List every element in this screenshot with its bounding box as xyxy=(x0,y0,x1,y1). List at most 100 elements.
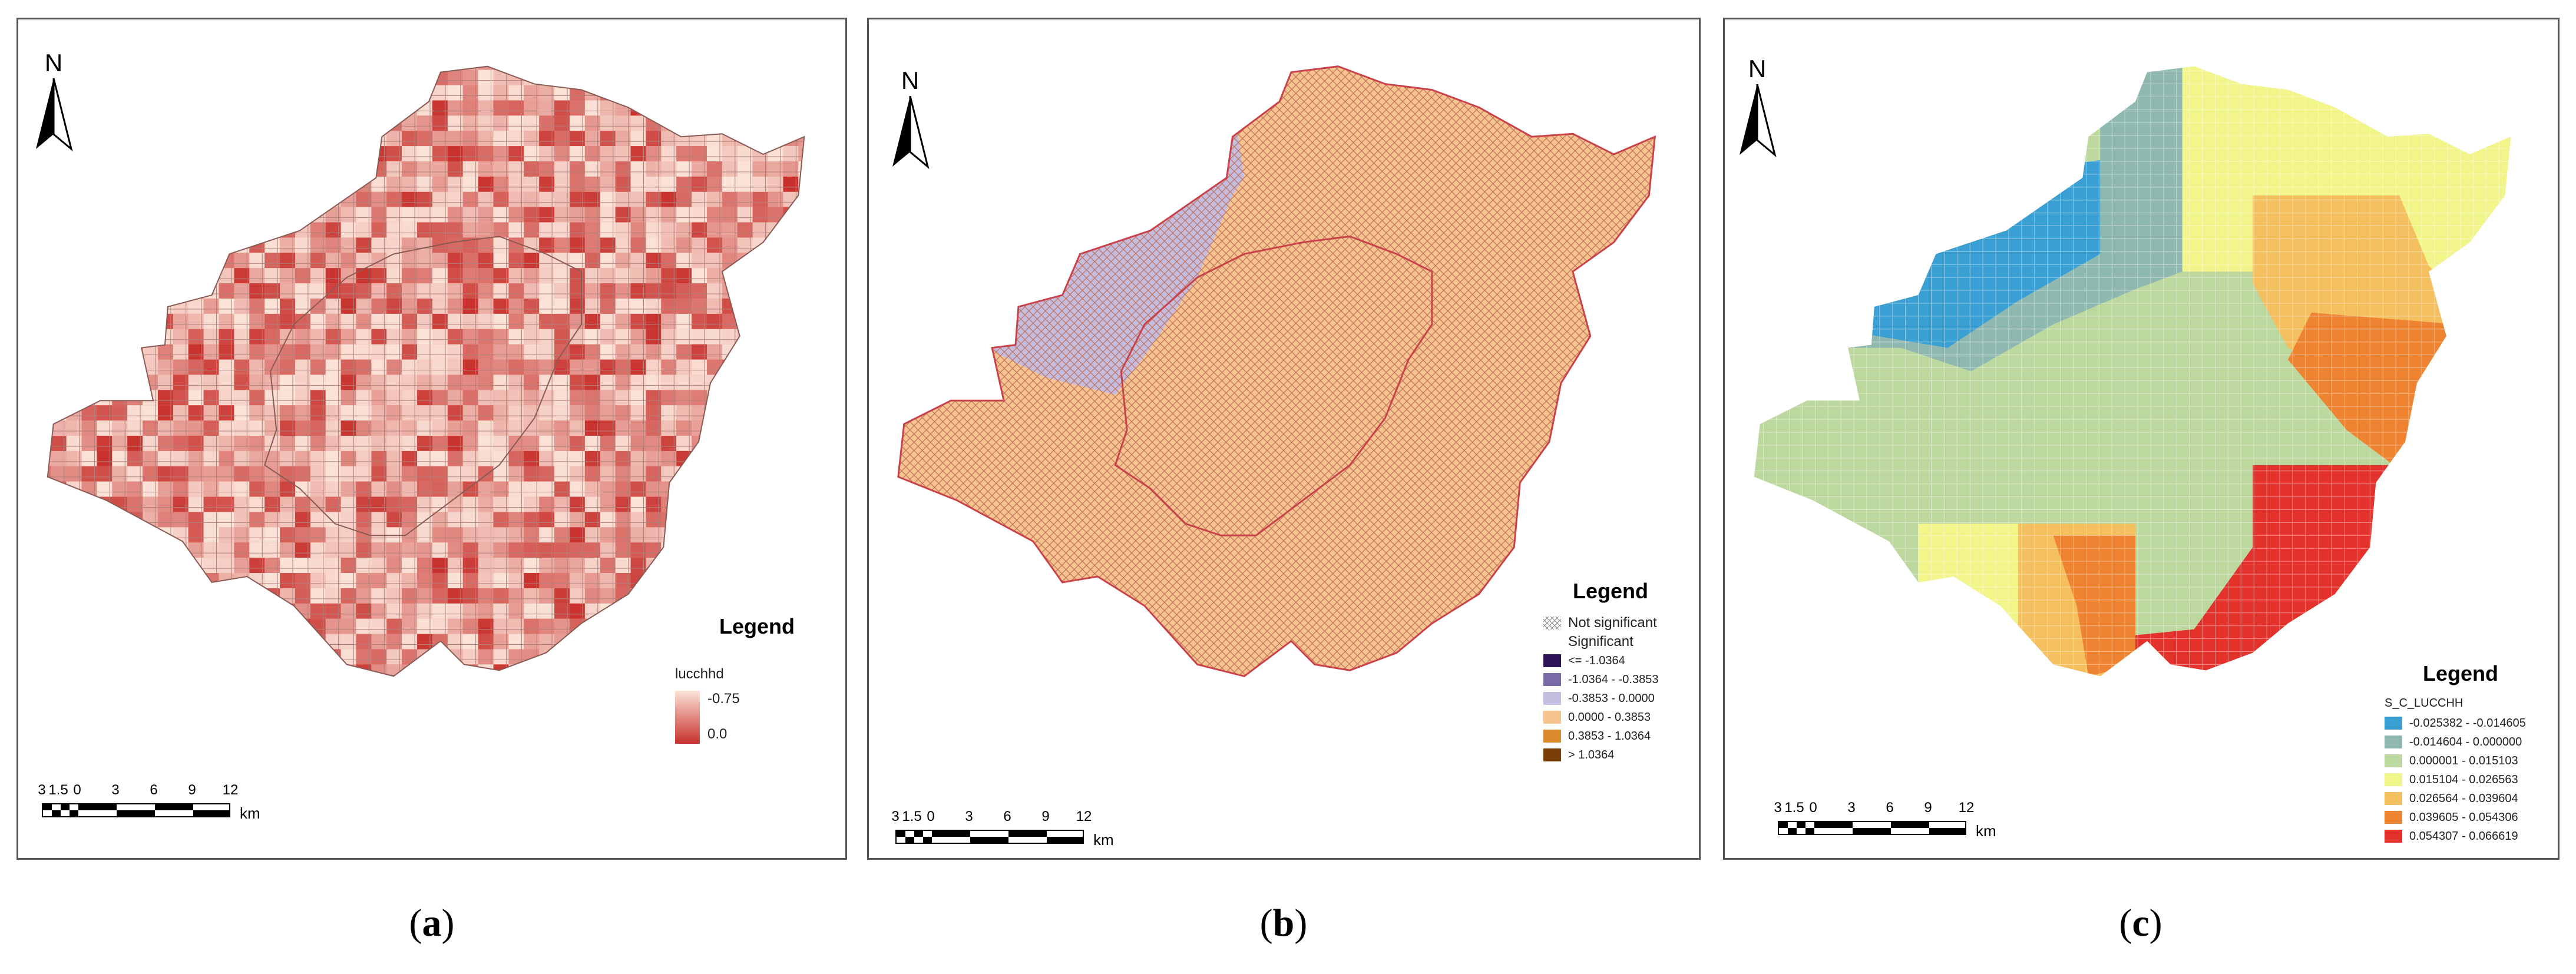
grid-cell xyxy=(630,69,646,85)
scale-tick: 0 xyxy=(73,782,81,798)
legend-swatch xyxy=(2385,736,2402,748)
grid-cell xyxy=(768,588,783,604)
grid-cell xyxy=(127,558,143,574)
grid-cell xyxy=(249,664,265,677)
grid-cell xyxy=(432,664,448,677)
grid-cell xyxy=(722,100,738,116)
grid-cell xyxy=(234,634,250,650)
grid-cell xyxy=(661,588,677,604)
grid-cell xyxy=(66,359,82,375)
grid-cell xyxy=(814,390,829,405)
grid-cell xyxy=(310,66,326,70)
grid-cell xyxy=(310,191,326,207)
grid-cell xyxy=(814,192,829,207)
grid-cell xyxy=(173,649,189,665)
grid-cell xyxy=(707,573,722,588)
grid-cell xyxy=(768,420,783,436)
grid-cell xyxy=(676,558,692,574)
grid-cell xyxy=(768,66,783,70)
grid-cell xyxy=(81,573,97,588)
grid-cell xyxy=(737,512,753,528)
grid-cell xyxy=(554,664,570,677)
grid-cell xyxy=(722,664,738,677)
grid-cell xyxy=(47,649,51,665)
grid-cell xyxy=(798,344,805,360)
grid-cell xyxy=(97,588,113,604)
grid-cell xyxy=(97,191,113,207)
grid-cell xyxy=(47,344,51,360)
legend-label: 0.054307 - 0.066619 xyxy=(2409,829,2518,843)
grid-cell xyxy=(798,313,805,329)
legend-label: <= -1.0364 xyxy=(1568,654,1625,667)
grid-cell xyxy=(51,375,67,390)
grid-cell xyxy=(97,618,113,634)
grid-cell xyxy=(81,542,97,558)
grid-cell xyxy=(81,146,97,162)
legend-title-b: Legend xyxy=(1573,579,1649,603)
grid-cell xyxy=(752,283,768,299)
grid-cell xyxy=(173,115,189,131)
grid-cell xyxy=(219,222,234,238)
grid-cell xyxy=(737,450,753,466)
scale-bar-c: 3 1.5 0 3 6 9 12 km xyxy=(1774,800,2013,847)
grid-cell xyxy=(97,299,113,314)
grid-cell xyxy=(127,664,143,677)
legend-label: 0.3853 - 1.0364 xyxy=(1568,729,1651,743)
grid-cell xyxy=(737,405,753,421)
grid-cell xyxy=(340,131,356,147)
grid-cell xyxy=(127,329,143,344)
grid-cell xyxy=(188,66,204,70)
grid-cell xyxy=(752,450,768,466)
grid-cell xyxy=(219,207,234,223)
grid-cell xyxy=(97,161,113,177)
grid-cell xyxy=(112,66,128,70)
legend-swatch xyxy=(1543,635,1561,648)
grid-cell xyxy=(127,222,143,238)
grid-cell xyxy=(97,512,113,528)
grid-cell xyxy=(814,405,829,420)
grid-cell xyxy=(402,69,418,85)
grid-cell xyxy=(81,191,97,207)
scale-tick: 6 xyxy=(1886,800,1894,816)
grid-cell xyxy=(51,588,67,604)
grid-cell xyxy=(295,634,310,650)
scale-unit-b: km xyxy=(1093,831,1114,849)
grid-cell xyxy=(340,115,356,131)
grid-cell xyxy=(143,680,158,695)
grid-cell xyxy=(737,344,753,360)
grid-cell xyxy=(768,649,783,665)
grid-cell xyxy=(722,527,738,543)
scale-bar-a: 3 1.5 0 3 6 9 12 km xyxy=(38,782,277,829)
grid-cell xyxy=(371,680,386,695)
grid-cell xyxy=(325,85,341,101)
grid-cell xyxy=(127,618,143,634)
grid-cell xyxy=(127,66,143,70)
grid-cell xyxy=(47,283,51,299)
grid-cell xyxy=(814,588,829,604)
grid-cell xyxy=(66,573,82,588)
grid-cell xyxy=(203,222,219,238)
grid-cell xyxy=(798,405,805,421)
grid-cell xyxy=(692,603,707,619)
grid-cell xyxy=(768,542,783,558)
grid-cell xyxy=(127,375,143,390)
grid-cell xyxy=(203,253,219,269)
scale-tick: 3 xyxy=(111,782,120,798)
grid-cell xyxy=(203,618,219,634)
legend-field-c: S_C_LUCCHH xyxy=(2385,697,2463,710)
grid-cell xyxy=(752,268,768,284)
scale-tick: 3 xyxy=(1774,800,1782,816)
grid-cell xyxy=(203,161,219,177)
legend-item: Significant xyxy=(1543,633,1633,651)
grid-cell xyxy=(264,649,280,665)
grid-cell xyxy=(219,680,234,695)
grid-cell xyxy=(814,360,829,375)
grid-cell xyxy=(646,588,662,604)
grid-cell xyxy=(47,420,51,436)
legend-label: 0.015104 - 0.026563 xyxy=(2409,773,2518,786)
grid-cell xyxy=(66,207,82,223)
grid-cell xyxy=(783,66,799,70)
grid-cell xyxy=(783,375,799,390)
grid-cell xyxy=(386,66,402,70)
scale-tick: 3 xyxy=(38,782,46,798)
